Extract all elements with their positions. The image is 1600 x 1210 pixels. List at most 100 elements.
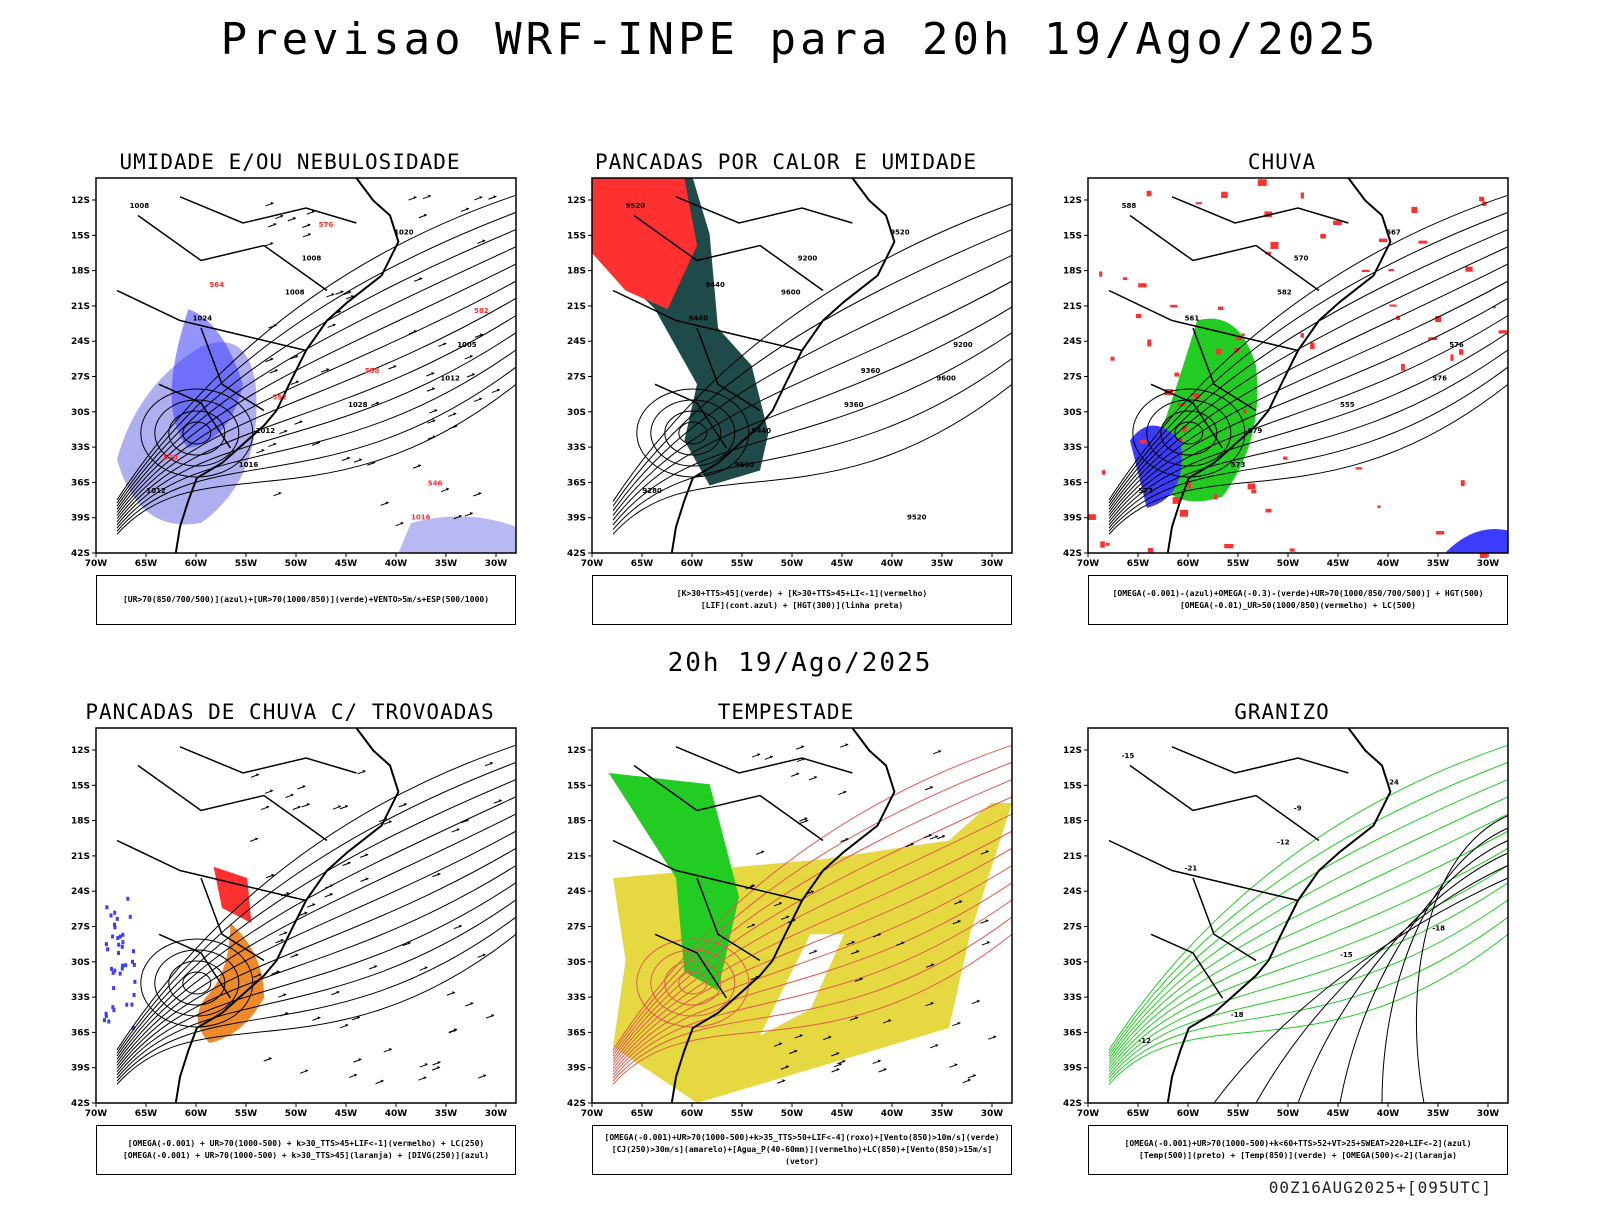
wind-vector	[833, 1062, 843, 1068]
contour-line	[612, 383, 1013, 535]
lat-tick-label: 39S	[567, 514, 586, 524]
temperature-contour	[1255, 865, 1509, 1104]
low-pressure-contour	[1174, 421, 1204, 445]
rain-patch	[1194, 392, 1200, 399]
wind-vector	[360, 853, 369, 858]
lon-tick-label: 45W	[335, 1109, 358, 1119]
contour-line	[116, 813, 517, 1063]
state-border	[1150, 383, 1224, 449]
lon-tick-label: 45W	[335, 559, 358, 569]
rain-patch	[1122, 277, 1128, 281]
lat-tick-label: 30S	[71, 958, 90, 968]
legend-line: [Temp(500)](preto) + [Temp(850)](verde) …	[1139, 1151, 1457, 1160]
lat-tick-label: 21S	[71, 302, 90, 312]
state-border	[158, 383, 232, 449]
contour-line	[1108, 211, 1509, 504]
state-border	[1192, 877, 1257, 962]
contour-line	[116, 779, 517, 1057]
wind-vector	[342, 861, 351, 866]
divergence-patch	[112, 986, 116, 991]
lon-tick-label: 60W	[185, 559, 208, 569]
wind-vector	[351, 1015, 361, 1021]
lon-tick-label: 55W	[235, 1109, 258, 1119]
lat-tick-label: 12S	[71, 196, 90, 206]
contour-value-label: 552	[272, 393, 287, 401]
lon-tick-label: 70W	[85, 1109, 108, 1119]
contour-value-label: 555	[1340, 401, 1355, 409]
lon-tick-label: 60W	[1177, 1109, 1200, 1119]
low-pressure-contour	[678, 421, 708, 445]
lon-tick-label: 30W	[1477, 1109, 1500, 1119]
contour-line	[116, 933, 517, 1085]
lat-tick-label: 30S	[567, 408, 586, 418]
divergence-patch	[130, 1002, 134, 1007]
wind-vector	[275, 214, 284, 220]
low-pressure-contour	[154, 949, 240, 1017]
wind-vector	[427, 419, 436, 424]
divergence-patch	[117, 950, 121, 955]
low-pressure-contour	[168, 410, 226, 456]
contour-line	[1108, 280, 1509, 516]
wind-vector	[431, 1066, 441, 1071]
state-border	[612, 289, 803, 352]
state-border	[179, 196, 357, 224]
lat-tick-label: 21S	[1063, 852, 1082, 862]
contour-line	[116, 383, 517, 535]
wind-vector	[321, 368, 330, 373]
lat-tick-label: 18S	[1063, 817, 1082, 827]
lat-tick-label: 27S	[1063, 373, 1082, 383]
lat-tick-label: 15S	[567, 781, 586, 791]
lat-tick-label: 21S	[567, 302, 586, 312]
wind-vector	[299, 911, 308, 916]
divergence-patch	[120, 966, 124, 971]
lat-tick-label: 15S	[1063, 231, 1082, 241]
lat-tick-label: 24S	[71, 887, 90, 897]
contour-value-label: 582	[474, 307, 489, 315]
contour-value-label: -15	[1340, 951, 1353, 959]
divergence-patch	[113, 968, 117, 973]
lat-tick-label: 36S	[567, 478, 586, 488]
state-border	[200, 877, 265, 962]
rain-patch	[1310, 342, 1315, 350]
contour-value-label: 576	[1449, 341, 1464, 349]
wind-vector	[949, 1063, 958, 1068]
state-border	[612, 839, 803, 902]
rain-patch	[1213, 494, 1218, 500]
lat-tick-label: 15S	[71, 781, 90, 791]
contour-value-label: 9280	[642, 487, 662, 495]
rain-patch	[1388, 269, 1394, 272]
lat-tick-label: 27S	[567, 373, 586, 383]
wind-vector	[923, 833, 932, 839]
wind-vector	[383, 820, 392, 825]
rain-patch	[1265, 251, 1271, 255]
wind-vector	[432, 1060, 441, 1066]
lat-tick-label: 36S	[71, 1028, 90, 1038]
divergence-patch	[106, 947, 110, 952]
wind-vector	[253, 973, 262, 978]
wind-vector	[380, 501, 389, 506]
contour-line	[116, 830, 517, 1066]
lat-tick-label: 33S	[567, 443, 586, 453]
lon-tick-label: 35W	[1427, 559, 1450, 569]
wind-vector	[488, 195, 497, 200]
lat-tick-label: 24S	[1063, 337, 1082, 347]
wind-vector	[971, 999, 980, 1005]
state-border	[1150, 933, 1224, 999]
contour-line	[1108, 332, 1509, 526]
wind-vector	[926, 963, 935, 968]
contour-line	[1108, 263, 1509, 513]
wind-vector	[278, 993, 287, 998]
wind-vector	[383, 1047, 392, 1053]
lon-tick-label: 55W	[731, 559, 754, 569]
legend-line: [K>30+TTS>45](verde) + [K>30+TTS>45+LI<-…	[676, 589, 928, 598]
lon-tick-label: 70W	[1077, 1109, 1100, 1119]
coastline	[670, 727, 896, 1104]
lat-tick-label: 12S	[567, 196, 586, 206]
lon-tick-label: 50W	[781, 1109, 804, 1119]
map-legend: [OMEGA(-0.001)+UR>70(1000-500)+k>35_TTS>…	[592, 1125, 1012, 1175]
lat-tick-label: 36S	[71, 478, 90, 488]
rain-patch	[1401, 363, 1405, 371]
wind-vector	[448, 1028, 457, 1034]
lon-tick-label: 50W	[781, 559, 804, 569]
state-border	[633, 214, 824, 292]
